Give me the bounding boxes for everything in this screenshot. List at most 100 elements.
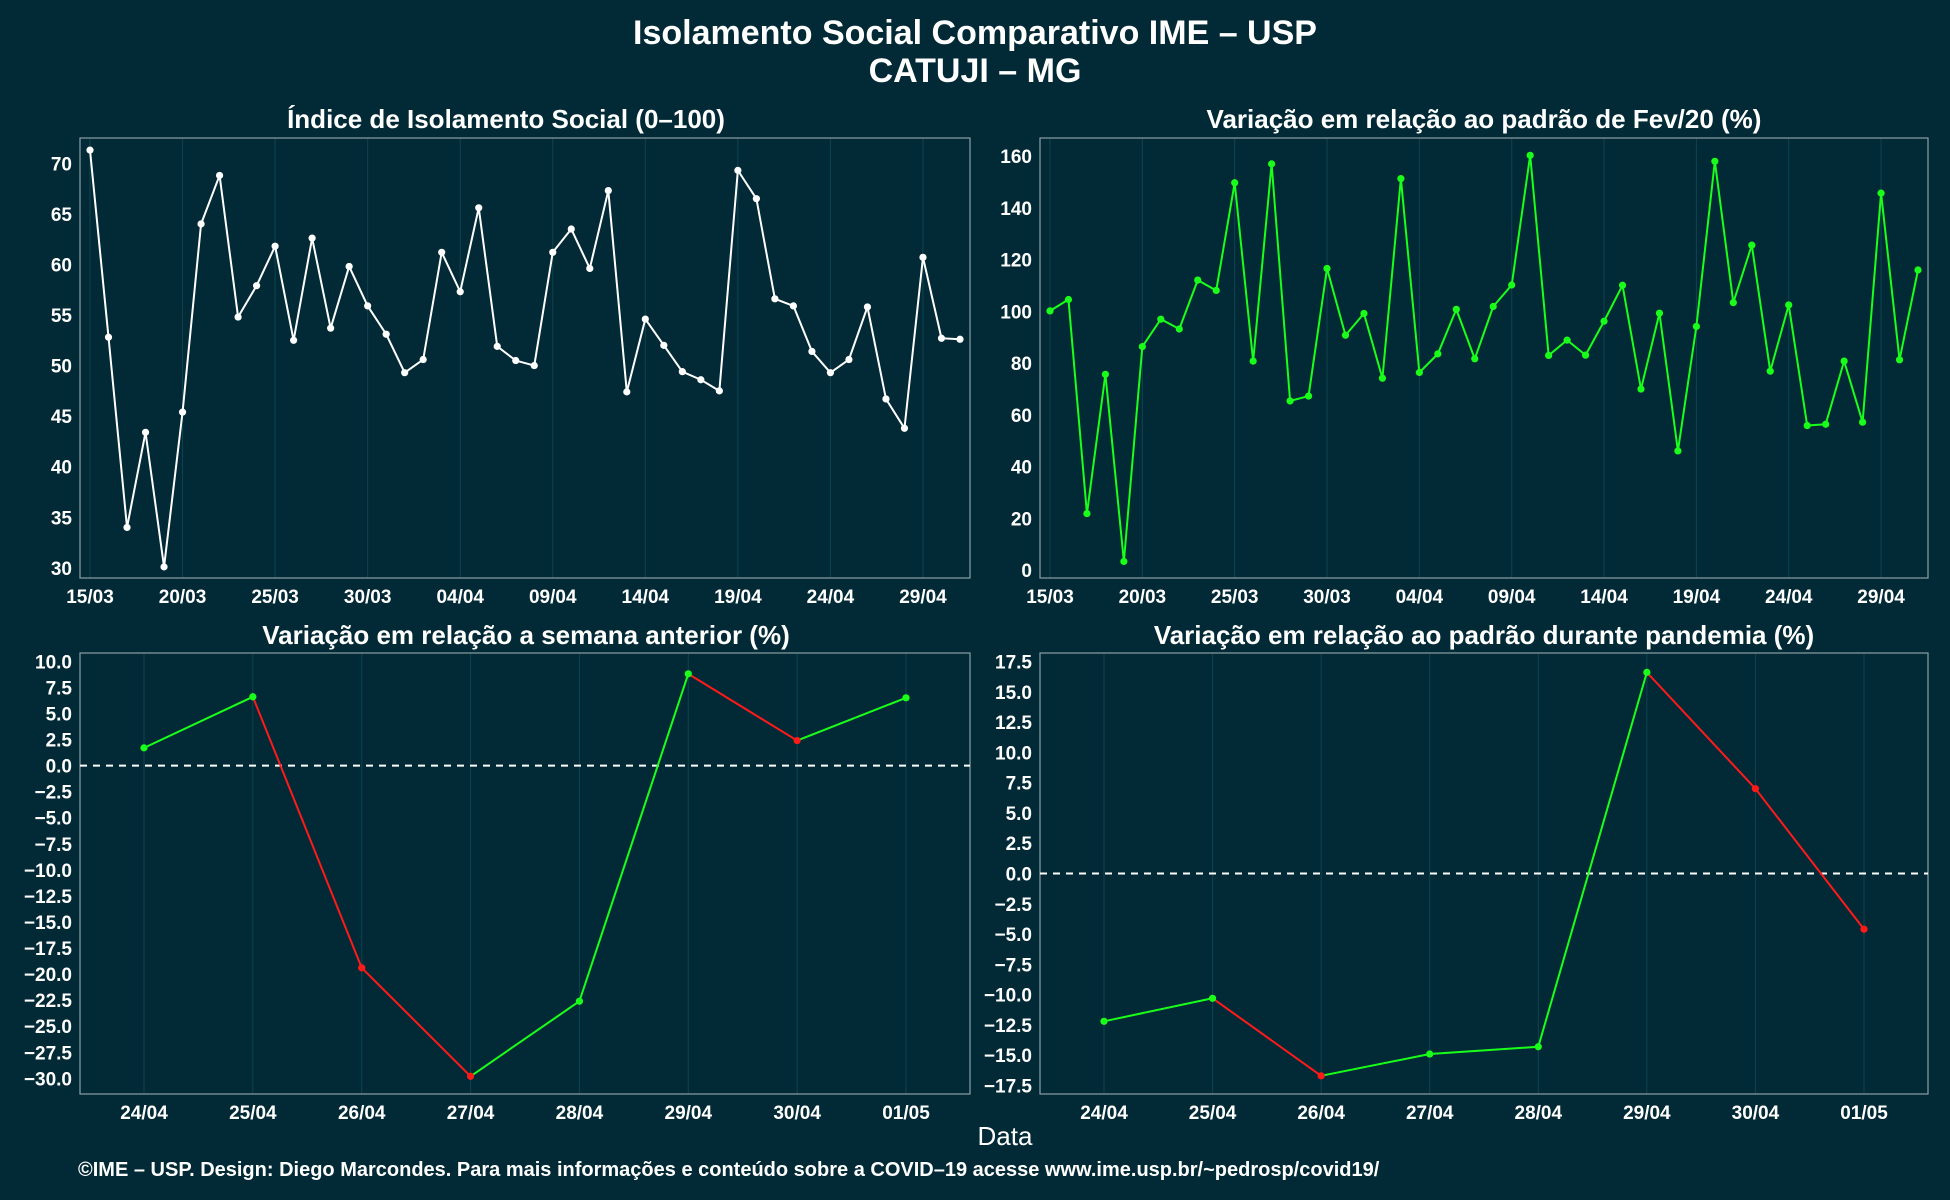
data-point xyxy=(419,355,427,364)
data-point xyxy=(1249,357,1257,365)
y-tick-label: 55 xyxy=(51,306,73,327)
data-point xyxy=(1858,418,1867,426)
y-tick-label: 20 xyxy=(1011,509,1032,530)
data-point xyxy=(1434,350,1442,358)
series-line-segment xyxy=(1732,244,1753,303)
data-point xyxy=(715,387,723,395)
series-line-segment xyxy=(440,251,462,293)
series-line-segment xyxy=(866,306,887,400)
series-line-segment xyxy=(1049,298,1069,312)
data-point xyxy=(826,369,835,377)
y-tick-label: 160 xyxy=(1000,147,1032,168)
data-point xyxy=(475,204,483,212)
footer-credits: ©IME – USP. Design: Diego Marcondes. Par… xyxy=(78,1159,1380,1181)
data-point xyxy=(845,355,853,364)
series-line-segment xyxy=(1584,320,1605,356)
series-line-segment xyxy=(1178,279,1199,330)
data-point xyxy=(882,395,890,403)
series-line-segment xyxy=(126,432,147,528)
data-point xyxy=(697,376,705,384)
series-line-segment xyxy=(578,673,690,1002)
chart-subtitle: CATUJI – MG xyxy=(869,52,1082,90)
data-point xyxy=(401,369,409,377)
series-line-segment xyxy=(1067,299,1088,514)
series-line-segment xyxy=(1141,318,1162,348)
series-line-segment xyxy=(143,695,254,749)
data-point xyxy=(641,315,649,323)
y-tick-label: 45 xyxy=(51,407,73,428)
y-tick-label: 10.0 xyxy=(35,652,72,673)
data-point xyxy=(771,295,779,303)
series-line-segment xyxy=(329,266,351,329)
x-axis-label: Data xyxy=(978,1121,1033,1151)
y-tick-label: −15.0 xyxy=(24,913,72,934)
x-tick-label: 28/04 xyxy=(556,1103,604,1124)
y-tick-label: 50 xyxy=(51,357,72,378)
data-point xyxy=(1600,317,1608,325)
y-tick-label: 35 xyxy=(51,508,73,529)
x-tick-label: 09/04 xyxy=(1488,587,1536,608)
data-point xyxy=(1822,420,1830,428)
data-point xyxy=(1534,1043,1542,1051)
data-point xyxy=(1692,322,1700,331)
series-line-segment xyxy=(847,306,869,360)
data-point xyxy=(271,242,279,250)
data-point xyxy=(567,225,575,233)
data-point xyxy=(1914,266,1922,274)
series-line-segment xyxy=(1344,312,1365,336)
data-point xyxy=(1489,302,1497,311)
x-tick-label: 24/04 xyxy=(1080,1103,1128,1124)
x-tick-label: 25/03 xyxy=(1211,587,1259,608)
series-line-segment xyxy=(885,398,906,429)
series-line-segment xyxy=(1646,671,1757,790)
chart-title: Isolamento Social Comparativo IME – USP xyxy=(633,14,1317,52)
series-line-segment xyxy=(1695,161,1716,327)
x-tick-label: 29/04 xyxy=(665,1103,713,1124)
series-line-segment xyxy=(796,696,907,742)
series-line-segment xyxy=(274,246,295,341)
x-tick-label: 14/04 xyxy=(622,587,670,608)
data-point xyxy=(1100,1017,1108,1025)
data-point xyxy=(549,248,557,256)
series-line-segment xyxy=(1307,268,1329,397)
series-line-segment xyxy=(1769,304,1790,372)
series-line-segment xyxy=(1362,313,1384,379)
series-line-segment xyxy=(1215,182,1236,291)
x-tick-label: 26/04 xyxy=(1297,1103,1345,1124)
series-line-segment xyxy=(1898,269,1919,361)
series-line-segment xyxy=(1603,284,1624,322)
data-point xyxy=(1751,785,1760,793)
x-tick-label: 29/04 xyxy=(1857,587,1905,608)
series-line-segment xyxy=(385,333,406,374)
data-point xyxy=(937,334,946,342)
data-point xyxy=(327,324,335,332)
y-tick-label: −7.5 xyxy=(34,835,72,856)
data-point xyxy=(1860,925,1868,933)
series-line-segment xyxy=(255,245,277,287)
data-point xyxy=(1655,309,1664,317)
series-line-segment xyxy=(588,190,610,269)
x-tick-label: 24/04 xyxy=(120,1103,168,1124)
data-point xyxy=(1397,175,1405,183)
series-line-segment xyxy=(1843,360,1864,423)
data-point xyxy=(902,694,910,702)
y-tick-label: 70 xyxy=(51,154,72,175)
data-point xyxy=(604,186,612,195)
data-point xyxy=(1674,447,1682,455)
data-point xyxy=(684,670,692,678)
series-line-segment xyxy=(829,358,850,374)
series-line-segment xyxy=(811,350,832,374)
data-point xyxy=(140,744,148,752)
data-point xyxy=(1378,374,1387,382)
series-line-segment xyxy=(1320,1053,1430,1077)
data-point xyxy=(1803,421,1811,430)
y-tick-label: 40 xyxy=(51,458,72,479)
y-tick-label: −22.5 xyxy=(24,991,73,1012)
series-line-segment xyxy=(200,175,221,225)
x-tick-label: 29/04 xyxy=(1623,1103,1671,1124)
data-point xyxy=(1317,1072,1325,1080)
data-point xyxy=(438,248,446,256)
x-tick-label: 14/04 xyxy=(1580,587,1628,608)
data-point xyxy=(382,330,390,338)
